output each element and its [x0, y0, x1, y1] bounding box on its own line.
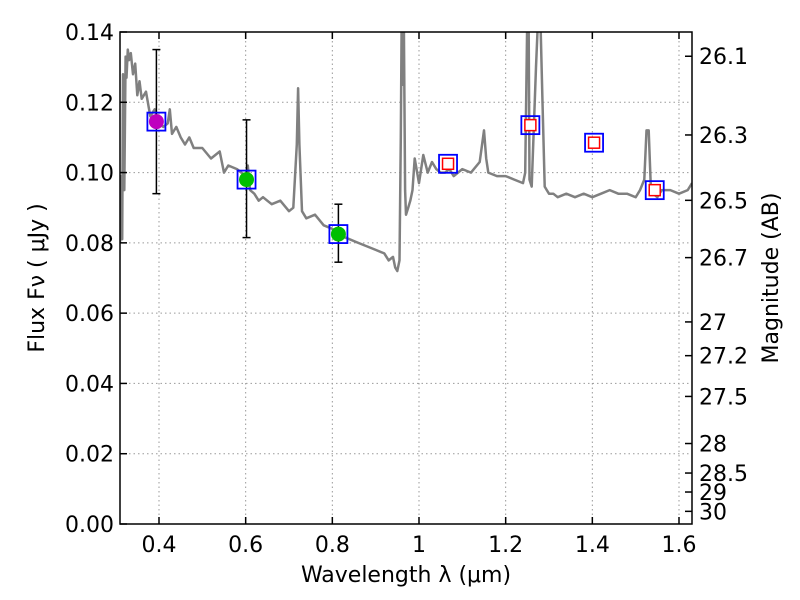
spectrum-series [120, 32, 692, 273]
x-axis-label: Wavelength λ (μm) [301, 563, 511, 588]
right-tick-label-4: 27 [699, 311, 727, 336]
data-point-green-1 [239, 172, 255, 188]
x-tick-label-5: 1.4 [575, 533, 610, 558]
filter-box-5 [584, 132, 604, 153]
spectrum-line-0 [120, 32, 692, 273]
x-tick-label-1: 0.6 [228, 533, 263, 558]
y-tick-label-4: 0.08 [65, 232, 114, 257]
filter-box-1 [236, 169, 257, 190]
right-tick-label-2: 26.5 [699, 189, 748, 214]
right-tick-label-3: 26.7 [699, 247, 748, 272]
plot-frame [119, 31, 693, 525]
y-tick-label-2: 0.04 [65, 372, 114, 397]
right-tick-label-10: 30 [699, 500, 727, 525]
model-square-6 [648, 183, 661, 197]
x-ticks: 0.4 0.6 0.8 1 1.2 1.4 1.6 [142, 32, 697, 558]
x-tick-label-2: 0.8 [315, 533, 350, 558]
right-axis-label: Magnitude (AB) [759, 193, 784, 364]
y-tick-label-0: 0.00 [65, 513, 114, 538]
photometry-point-4 [520, 115, 541, 136]
filter-box-3 [438, 153, 458, 174]
right-tick-label-1: 26.3 [699, 124, 748, 149]
grid-lines [120, 31, 692, 525]
photometry-point-0 [146, 48, 167, 195]
photometry-point-2 [328, 203, 349, 263]
y-tick-label-5: 0.10 [65, 162, 114, 187]
x-tick-label-4: 1.2 [488, 533, 523, 558]
right-tick-label-7: 28 [699, 433, 727, 458]
model-square-4 [524, 118, 537, 132]
right-tick-label-9: 29 [699, 481, 727, 506]
y-tick-label-7: 0.14 [65, 21, 114, 46]
data-point-magenta-0 [148, 114, 164, 130]
photometry-point-1 [236, 119, 257, 239]
right-tick-label-5: 27.2 [699, 345, 748, 370]
y-tick-label-6: 0.12 [65, 91, 114, 116]
right-tick-label-0: 26.1 [699, 45, 748, 70]
y-axis-label: Flux Fν ( μJy ) [25, 203, 50, 352]
photometry-points [146, 48, 665, 263]
right-tick-label-8: 28.5 [699, 462, 748, 487]
filter-box-6 [644, 180, 665, 201]
model-square-5 [587, 136, 601, 149]
photometry-point-3 [438, 153, 458, 174]
model-square-3 [441, 157, 455, 171]
photometry-point-5 [584, 132, 604, 153]
data-point-green-2 [330, 226, 346, 242]
y-tick-label-1: 0.02 [65, 443, 114, 468]
filter-box-2 [328, 224, 349, 244]
x-tick-label-0: 0.4 [142, 533, 177, 558]
filter-box-4 [520, 115, 541, 136]
x-tick-label-6: 1.6 [662, 533, 697, 558]
x-tick-label-3: 1 [412, 533, 426, 558]
right-tick-label-6: 27.5 [699, 385, 748, 410]
filter-box-0 [146, 111, 167, 132]
photometry-point-6 [644, 180, 665, 201]
y-ticks: 0.00 0.02 0.04 0.06 0.08 0.10 0.12 0.14 [65, 21, 127, 538]
y-tick-label-3: 0.06 [65, 302, 114, 327]
